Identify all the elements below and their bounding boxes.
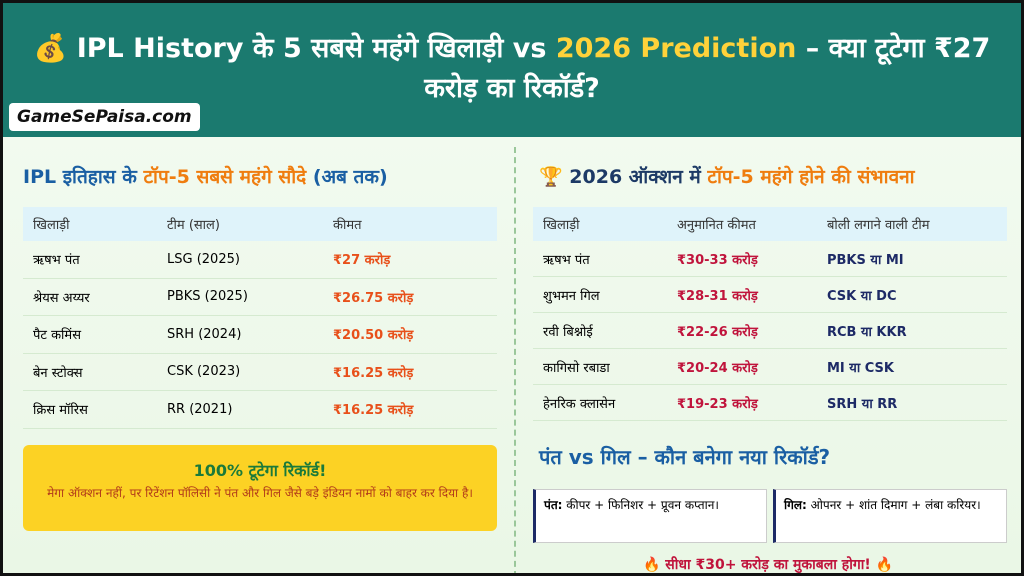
cell: ₹28-31 करोड़ xyxy=(677,288,758,304)
cell: PBKS (2025) xyxy=(167,289,248,305)
callout-title: 100% टूटेगा रिकॉर्ड! xyxy=(193,461,327,480)
heading: IPL इतिहास के xyxy=(23,166,137,188)
cell: बेन स्टोक्स xyxy=(33,365,83,381)
table-row: पैट कमिंस SRH (2024) ₹20.50 करोड़ xyxy=(23,316,497,354)
column-header: खिलाड़ी xyxy=(33,218,70,233)
title: IPL History के 5 सबसे महंगे खिलाड़ी vs xyxy=(76,33,547,64)
table-header: खिलाड़ी टीम (साल) कीमत xyxy=(23,207,497,241)
cell: ऋषभ पंत xyxy=(33,253,80,269)
cell: ₹26.75 करोड़ xyxy=(333,290,414,306)
compare-box: गिल: ओपनर + शांत दिमाग + लंबा करियर। xyxy=(773,489,1007,543)
table-header: खिलाड़ी अनुमानित कीमत बोली लगाने वाली टीम xyxy=(533,207,1007,241)
cell: ऋषभ पंत xyxy=(543,252,590,268)
cell: श्रेयस अय्यर xyxy=(33,290,90,306)
cell: ₹27 करोड़ xyxy=(333,253,391,269)
cell: SRH या RR xyxy=(827,396,898,412)
cell: ₹22-26 करोड़ xyxy=(677,324,758,340)
table: खिलाड़ी अनुमानित कीमत बोली लगाने वाली टीम ऋ… xyxy=(533,207,1007,421)
cell: PBKS या MI xyxy=(827,252,904,268)
divider xyxy=(514,147,516,573)
column-header: खिलाड़ी xyxy=(543,218,580,233)
cell: RR (2021) xyxy=(167,401,233,417)
label: पंत: xyxy=(544,498,563,512)
logo: GameSePaisa.com xyxy=(9,103,200,131)
subheading: पंत vs गिल – कौन बनेगा नया रिकॉर्ड? xyxy=(539,445,831,469)
text: कीपर + फिनिशर + प्रूवन कप्तान। xyxy=(566,498,719,512)
footer: 🔥 सीधा ₹30+ करोड़ का मुकाबला होगा! 🔥 xyxy=(642,557,894,573)
cell: हेनरिक क्लासेन xyxy=(543,396,616,412)
icon: 🏆 xyxy=(539,166,563,188)
table-row: ऋषभ पंत LSG (2025) ₹27 करोड़ xyxy=(23,241,497,279)
cell: क्रिस मॉरिस xyxy=(33,403,88,419)
table-row: क्रिस मॉरिस RR (2021) ₹16.25 करोड़ xyxy=(23,391,497,429)
column-header: कीमत xyxy=(333,218,362,233)
cell: ₹16.25 करोड़ xyxy=(333,403,414,419)
cell: ₹20-24 करोड़ xyxy=(677,360,758,376)
cell: ₹20.50 करोड़ xyxy=(333,328,414,344)
cell: पैट कमिंस xyxy=(33,328,81,344)
table-row: कागिसो रबाडा ₹20-24 करोड़ MI या CSK xyxy=(533,349,1007,385)
cell: शुभमन गिल xyxy=(543,288,600,304)
column-header: टीम (साल) xyxy=(167,218,220,233)
cell: SRH (2024) xyxy=(167,326,242,342)
column-header: बोली लगाने वाली टीम xyxy=(827,218,930,233)
cell: ₹16.25 करोड़ xyxy=(333,365,414,381)
callout: 100% टूटेगा रिकॉर्ड! मेगा ऑक्शन नहीं, पर… xyxy=(23,445,497,531)
table-row: रवी बिश्नोई ₹22-26 करोड़ RCB या KKR xyxy=(533,313,1007,349)
cell: MI या CSK xyxy=(827,360,894,376)
table-row: श्रेयस अय्यर PBKS (2025) ₹26.75 करोड़ xyxy=(23,279,497,316)
cell: कागिसो रबाडा xyxy=(543,360,610,376)
column-header: अनुमानित कीमत xyxy=(677,218,756,233)
cell: ₹19-23 करोड़ xyxy=(677,396,758,412)
heading: (अब तक) xyxy=(312,166,388,188)
section-heading: IPL इतिहास के टॉप-5 सबसे महंगे सौदे (अब … xyxy=(23,163,388,189)
cell: रवी बिश्नोई xyxy=(543,324,593,340)
heading: 2026 ऑक्शन में xyxy=(569,166,701,188)
cell: CSK या DC xyxy=(827,288,897,304)
table-row: हेनरिक क्लासेन ₹19-23 करोड़ SRH या RR xyxy=(533,385,1007,421)
callout-text: मेगा ऑक्शन नहीं, पर रिटेंशन पॉलिसी ने पं… xyxy=(47,486,473,500)
cell: ₹30-33 करोड़ xyxy=(677,252,758,268)
table-row: ऋषभ पंत ₹30-33 करोड़ PBKS या MI xyxy=(533,241,1007,277)
text: ओपनर + शांत दिमाग + लंबा करियर। xyxy=(810,498,981,512)
cell: LSG (2025) xyxy=(167,251,240,267)
table-row: शुभमन गिल ₹28-31 करोड़ CSK या DC xyxy=(533,277,1007,313)
heading-highlight: टॉप-5 सबसे महंगे सौदे xyxy=(143,166,307,188)
cell: CSK (2023) xyxy=(167,364,241,380)
compare-box: पंत: कीपर + फिनिशर + प्रूवन कप्तान। xyxy=(533,489,767,543)
title-highlight: 2026 Prediction xyxy=(555,33,797,64)
icon: 💰 xyxy=(33,33,68,64)
heading-highlight: टॉप-5 महंगे होने की संभावना xyxy=(707,166,915,188)
table-row: बेन स्टोक्स CSK (2023) ₹16.25 करोड़ xyxy=(23,354,497,391)
label: गिल: xyxy=(784,498,807,512)
title: – क्या टूटेगा ₹27 करोड़ का रिकॉर्ड? xyxy=(424,33,991,104)
section-heading: 🏆 2026 ऑक्शन में टॉप-5 महंगे होने की संभ… xyxy=(539,163,915,189)
cell: RCB या KKR xyxy=(827,324,907,340)
table: खिलाड़ी टीम (साल) कीमत ऋषभ पंत LSG (2025) ₹27… xyxy=(23,207,497,429)
